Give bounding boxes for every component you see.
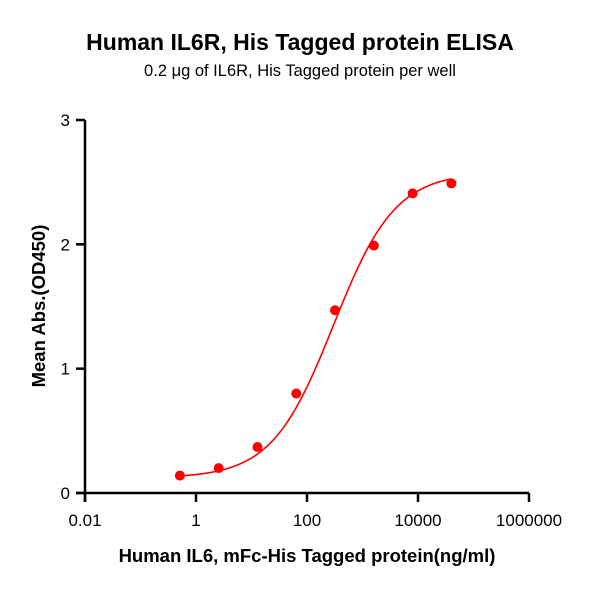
data-point [407, 188, 418, 199]
chart-title: Human IL6R, His Tagged protein ELISA [86, 29, 514, 55]
data-points [174, 178, 457, 481]
y-tick-label: 2 [61, 235, 70, 254]
data-point [174, 470, 185, 481]
data-point [368, 240, 379, 251]
fit-curve [179, 178, 452, 477]
y-tick-label: 0 [61, 484, 70, 503]
y-tick-label: 3 [61, 111, 70, 130]
y-axis-label: Mean Abs.(OD450) [28, 225, 49, 388]
chart-subtitle: 0.2 μg of IL6R, His Tagged protein per w… [144, 62, 456, 80]
x-tick-label: 0.01 [68, 511, 101, 530]
data-point [213, 463, 224, 474]
x-tick-label: 100 [293, 511, 321, 530]
x-axis-label: Human IL6, mFc-His Tagged protein(ng/ml) [119, 545, 496, 566]
x-tick-label: 10000 [394, 511, 441, 530]
x-tick-label: 1000000 [496, 511, 562, 530]
axes: 0 1 2 3 0.01 1 100 10000 1000000 [61, 111, 563, 530]
data-point [446, 178, 457, 189]
fit-curve-path [179, 178, 452, 477]
data-point [291, 388, 302, 399]
x-tick-label: 1 [191, 511, 200, 530]
data-point [252, 441, 263, 452]
y-tick-label: 1 [61, 360, 70, 379]
data-point [330, 305, 341, 316]
